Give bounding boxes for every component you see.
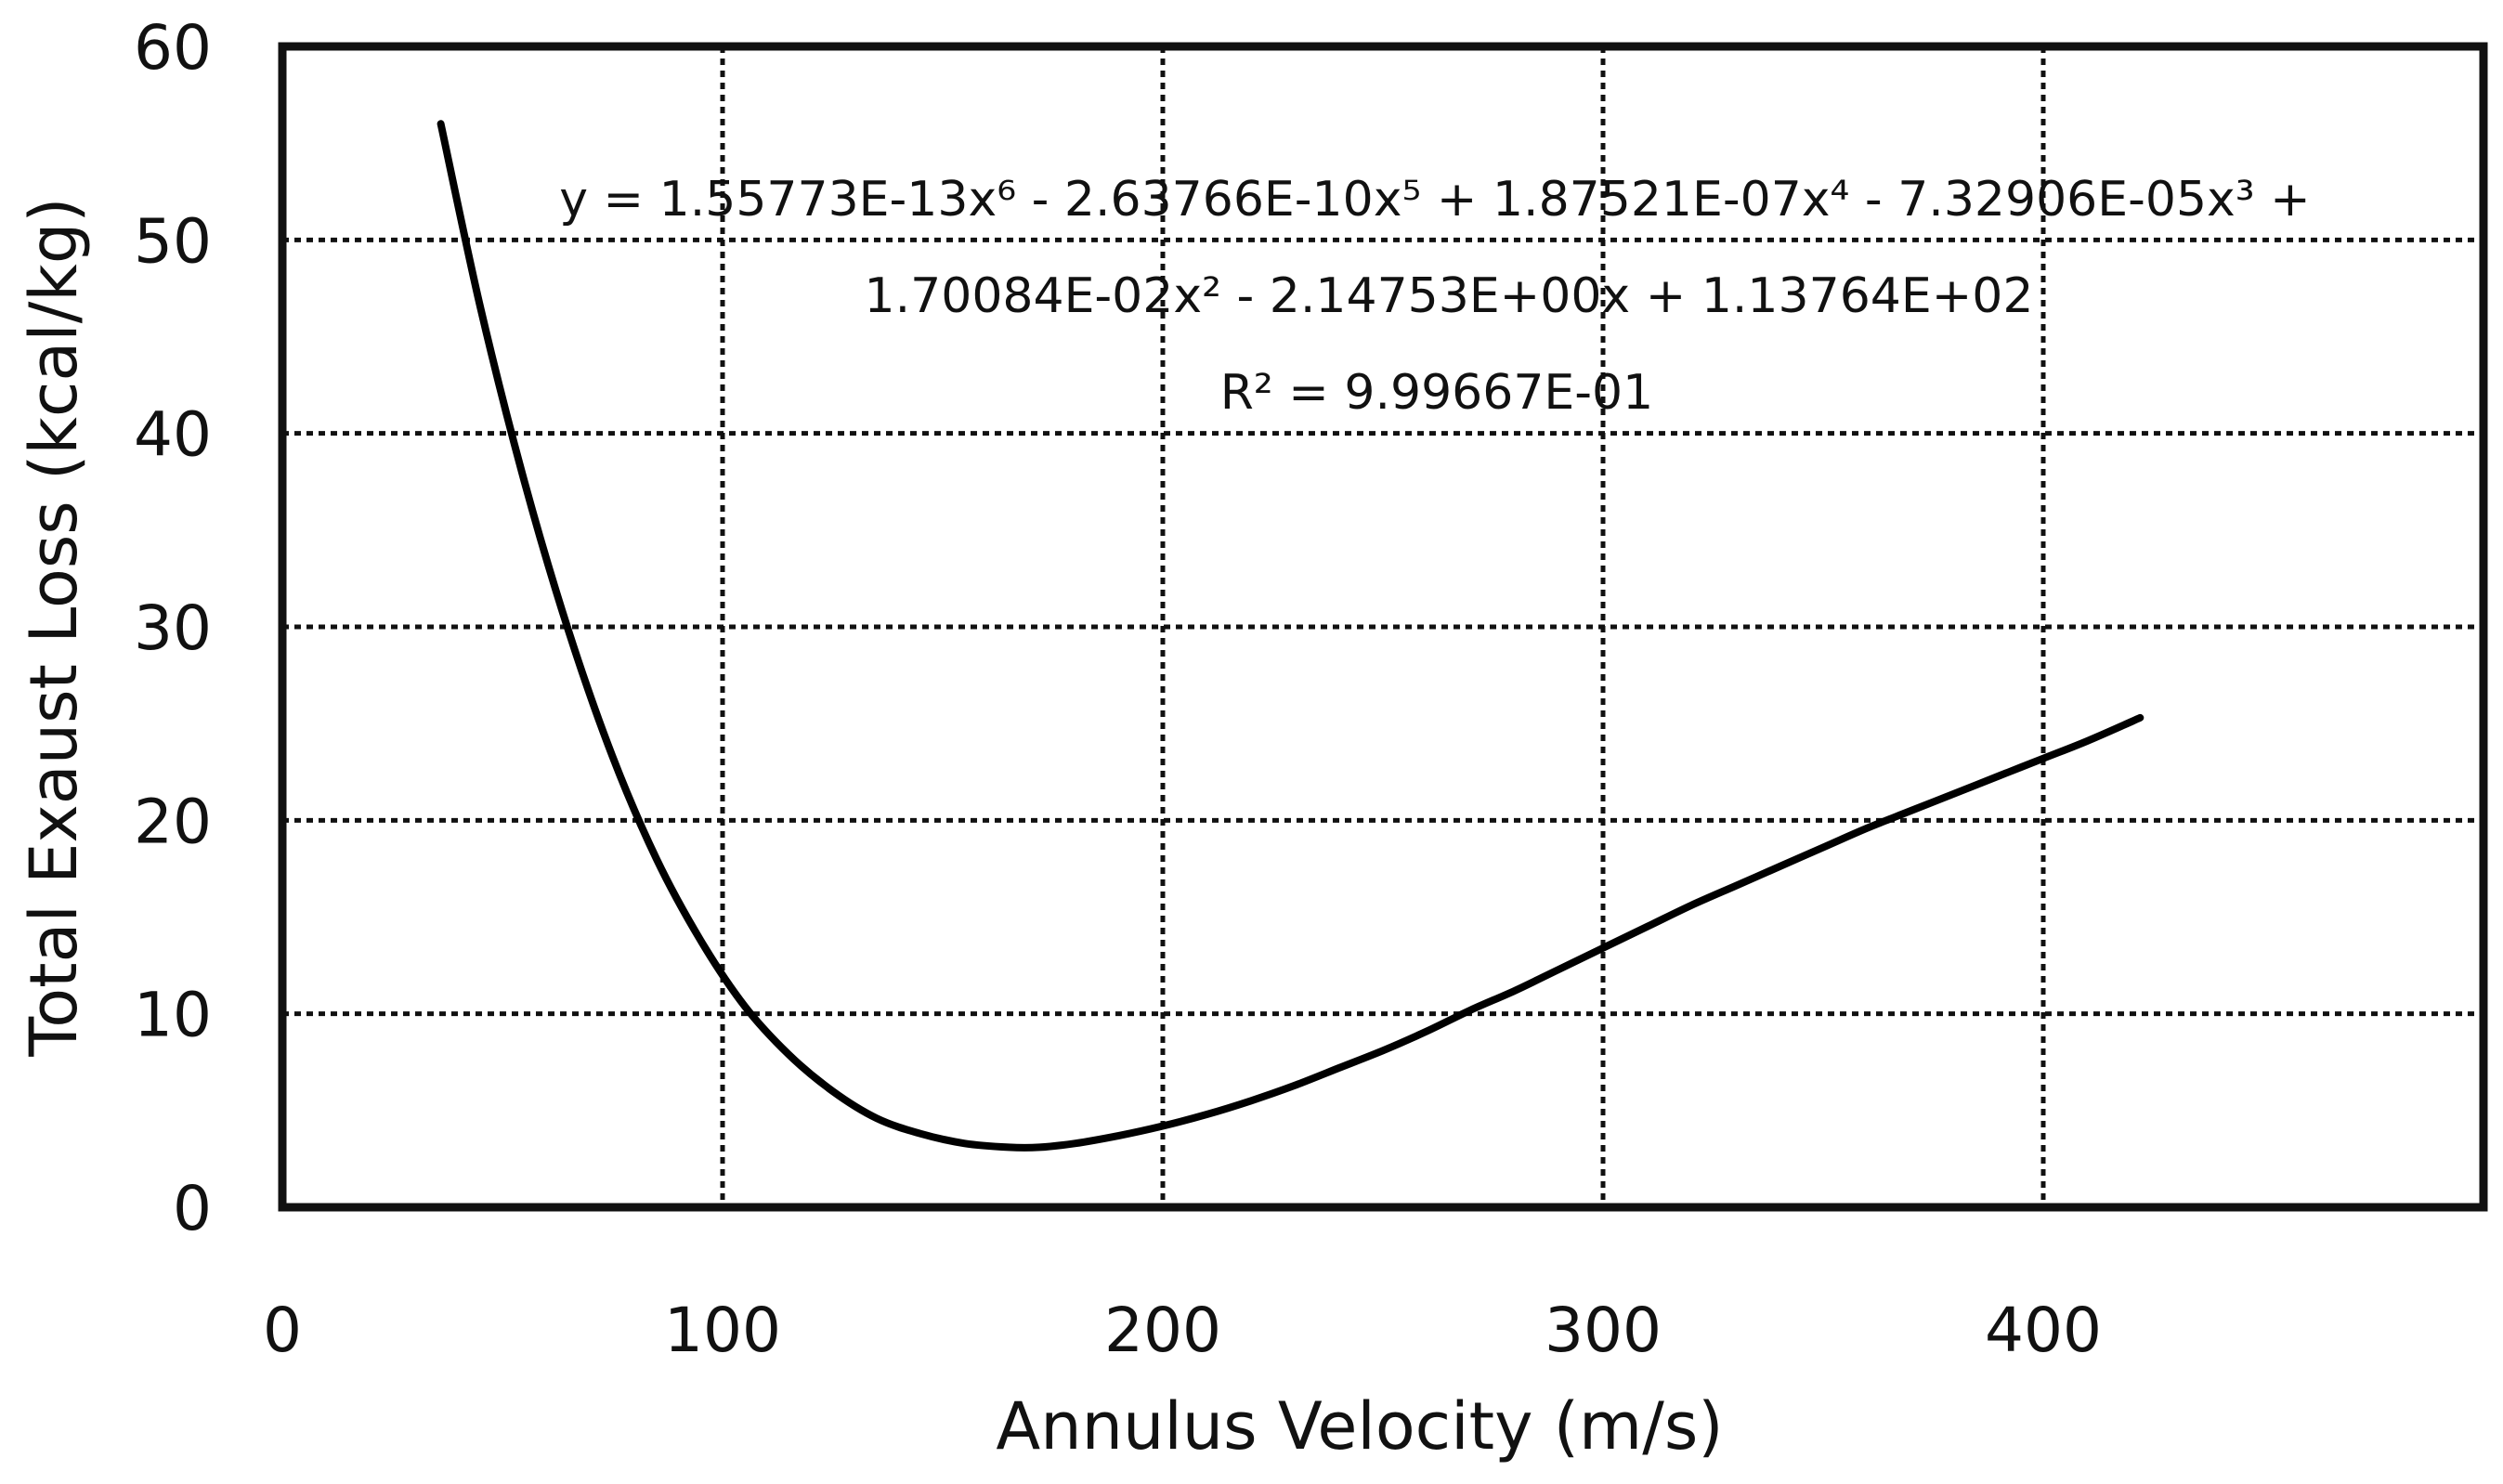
plot-area-frame <box>278 42 2488 1212</box>
x-tick-label: 300 <box>1545 1295 1662 1366</box>
y-tick-label: 20 <box>134 786 212 857</box>
y-tick-label: 50 <box>134 205 212 277</box>
y-tick-label: 40 <box>134 399 212 471</box>
x-tick-label: 0 <box>263 1295 302 1366</box>
y-tick-label: 10 <box>134 980 212 1051</box>
equation-line-2: 1.70084E-02x² - 2.14753E+00x + 1.13764E+… <box>865 268 2034 324</box>
y-tick-label: 0 <box>173 1173 212 1244</box>
r-squared-label: R² = 9.99667E-01 <box>1220 365 1653 421</box>
x-tick-label: 100 <box>664 1295 781 1366</box>
x-tick-label: 200 <box>1104 1295 1221 1366</box>
y-tick-label: 30 <box>134 592 212 664</box>
x-axis-title: Annulus Velocity (m/s) <box>996 1388 1723 1464</box>
tick-labels: 0 100 200 300 400 0 10 20 30 40 50 60 <box>134 12 2102 1366</box>
x-tick-label: 400 <box>1985 1295 2102 1366</box>
y-tick-label: 60 <box>134 12 212 84</box>
y-axis-title: Total Exaust Loss (kcal/kg) <box>16 197 92 1057</box>
grid-layer <box>282 46 2483 1207</box>
series-line-total-exaust-loss <box>437 120 2144 1152</box>
equation-line-1: y = 1.55773E-13x⁶ - 2.63766E-10x⁵ + 1.87… <box>559 172 2311 228</box>
